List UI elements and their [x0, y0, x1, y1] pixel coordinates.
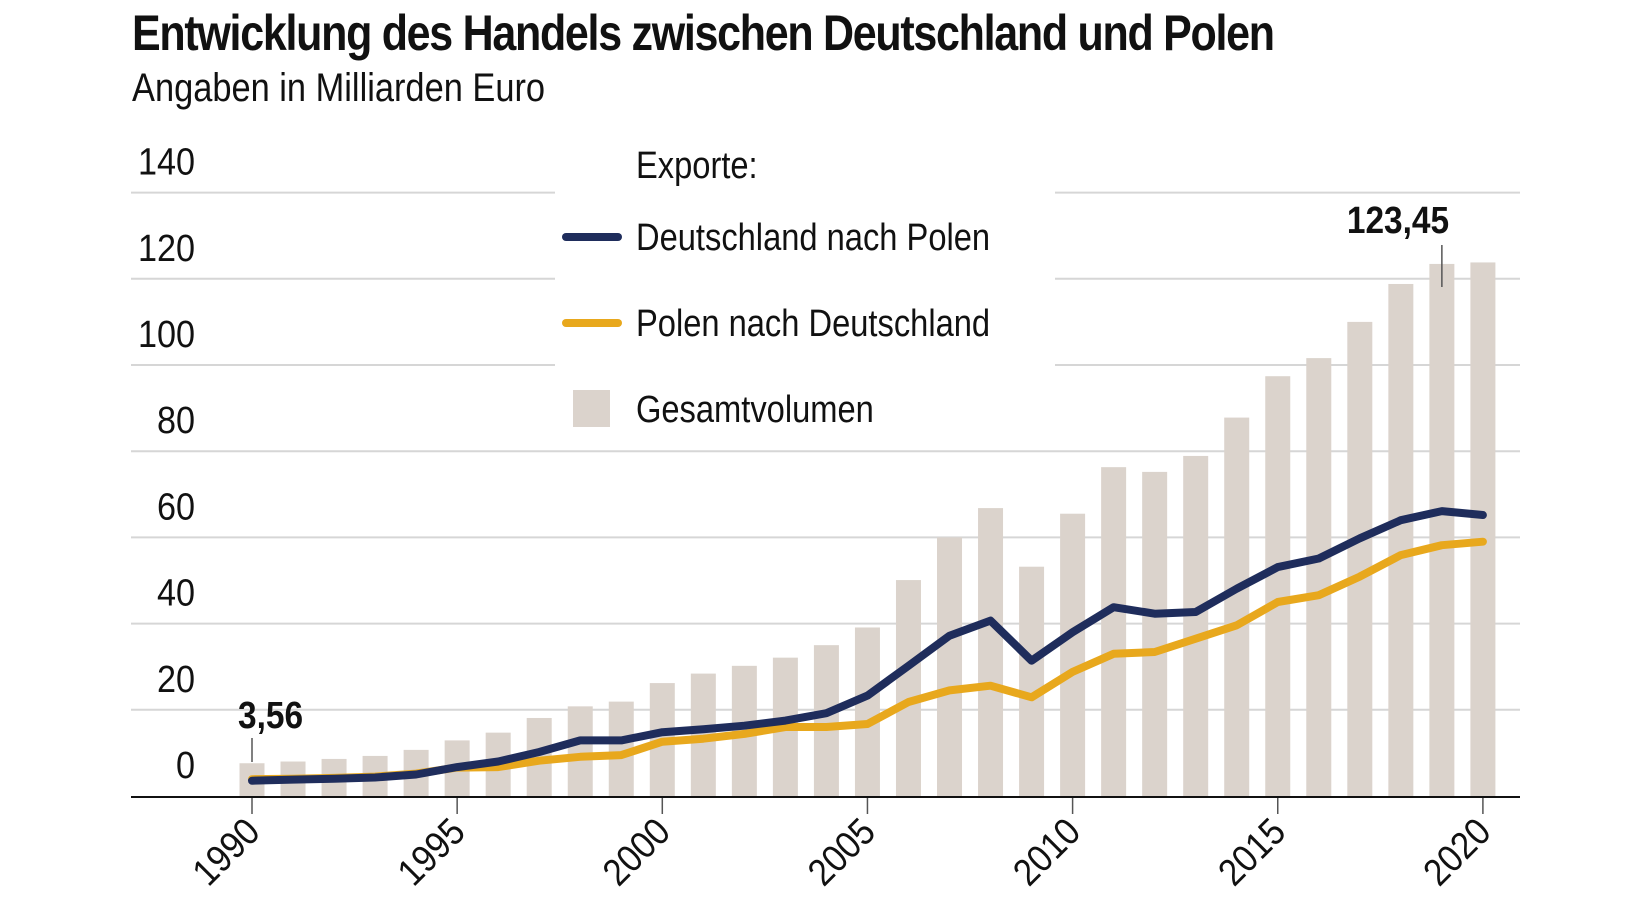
- bar-total-2007: [937, 537, 963, 796]
- bar-total-2006: [895, 580, 921, 796]
- bars-total: [239, 262, 1496, 796]
- line-de-nach-pl: [248, 507, 1487, 785]
- bar-total-2014: [1224, 417, 1250, 796]
- legend-heading: Exporte:: [636, 144, 758, 187]
- legend-label-de-pl: Deutschland nach Polen: [636, 216, 990, 259]
- x-tick-label-2000: 2000: [594, 809, 678, 893]
- bar-total-2008: [978, 508, 1004, 796]
- bar-total-2017: [1347, 321, 1373, 796]
- y-tick-label-140: 140: [138, 140, 195, 183]
- y-tick-label-20: 20: [157, 657, 195, 700]
- x-tick-label-2010: 2010: [1004, 809, 1088, 893]
- y-tick-label-40: 40: [157, 571, 195, 614]
- y-tick-label-60: 60: [157, 485, 195, 528]
- bar-total-2015: [1265, 376, 1291, 796]
- legend-background: [555, 140, 1055, 440]
- bar-total-2020: [1470, 262, 1496, 796]
- bar-total-2010: [1060, 513, 1086, 796]
- legend-swatch-total: [573, 390, 610, 427]
- annotation-label-2019: 123,45: [1347, 199, 1449, 241]
- x-tick-label-1990: 1990: [184, 809, 268, 893]
- legend-label-pl-de: Polen nach Deutschland: [636, 302, 990, 345]
- bar-total-2016: [1306, 358, 1332, 796]
- chart-subtitle: Angaben in Milliarden Euro: [132, 66, 546, 110]
- x-axis: [131, 796, 1520, 814]
- bar-total-2009: [1019, 566, 1045, 796]
- bar-total-2018: [1388, 283, 1414, 796]
- series-lines: [248, 507, 1487, 785]
- x-tick-label-2015: 2015: [1209, 809, 1293, 893]
- annotations: 3,56 123,45: [238, 199, 1449, 762]
- y-axis-labels: 0 20 40 60 80 100 120 140: [138, 140, 195, 786]
- legend-label-total: Gesamtvolumen: [636, 388, 874, 431]
- bar-total-2004: [813, 645, 839, 796]
- x-tick-label-2020: 2020: [1415, 809, 1499, 893]
- bar-total-2012: [1142, 471, 1168, 796]
- y-tick-label-100: 100: [138, 312, 195, 355]
- bar-total-1998: [567, 706, 593, 796]
- bar-total-2005: [854, 627, 880, 796]
- x-tick-label-1995: 1995: [389, 809, 473, 893]
- y-tick-label-120: 120: [138, 226, 195, 269]
- y-tick-label-80: 80: [157, 399, 195, 442]
- bar-total-2019: [1429, 263, 1455, 796]
- x-tick-label-2005: 2005: [799, 809, 883, 893]
- chart-title: Entwicklung des Handels zwischen Deutsch…: [132, 5, 1275, 61]
- bar-total-2011: [1101, 467, 1127, 796]
- y-tick-label-0: 0: [176, 743, 195, 786]
- annotation-label-1990: 3,56: [238, 694, 303, 736]
- x-axis-labels: 1990 1995 2000 2005 2010 2015 2020: [184, 809, 1499, 893]
- legend: Exporte: Deutschland nach Polen Polen na…: [555, 140, 1055, 440]
- bar-total-2013: [1183, 455, 1209, 796]
